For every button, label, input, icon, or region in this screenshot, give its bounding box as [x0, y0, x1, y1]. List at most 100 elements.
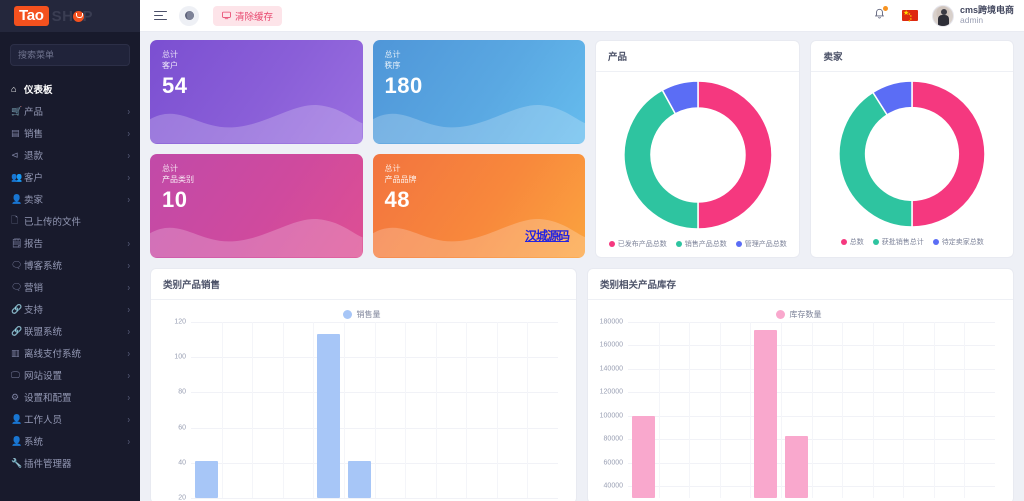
panel-title-category-sales: 类别产品销售	[151, 269, 576, 300]
bar[interactable]	[194, 461, 218, 498]
clear-cache-label: 清除缓存	[235, 11, 274, 23]
stat-card-label-top: 总计	[162, 164, 178, 173]
panel-category-sales: 类别产品销售 销售量 120 100 80 60 40 20	[150, 268, 577, 501]
user-menu[interactable]: cms跨境电商 admin	[931, 4, 1014, 27]
bar-chart-category-stock[interactable]: 180000 160000 140000 120000 100000 80000 60000…	[600, 319, 995, 498]
sidebar-item-8[interactable]: 🗨 博客系统 ›	[0, 254, 140, 276]
affiliate-icon: 🔗	[11, 325, 23, 336]
vertical-gridline	[780, 322, 782, 498]
legend-item[interactable]: 销售产品总数	[675, 239, 727, 249]
sidebar-item-10[interactable]: 🔗 支持 ›	[0, 298, 140, 320]
stat-card-label-sub: 产品类别	[162, 174, 194, 184]
clear-cache-button[interactable]: 清除缓存	[213, 5, 283, 26]
sidebar-item-label: 工作人员	[24, 415, 63, 426]
logo-circle-icon	[72, 10, 84, 22]
globe-icon[interactable]	[179, 5, 199, 26]
bar[interactable]	[347, 461, 371, 498]
legend-item[interactable]: 管理产品总数	[735, 239, 787, 249]
panel-title-category-stock: 类别相关产品库存	[588, 269, 1013, 300]
donut-slice-0[interactable]	[696, 80, 773, 230]
legend-item[interactable]: 待定卖家总数	[932, 237, 984, 247]
user-name: cms跨境电商	[959, 5, 1014, 16]
donut-chart-products[interactable]	[623, 80, 773, 232]
sidebar-item-14[interactable]: ⚙ 设置和配置 ›	[0, 386, 140, 408]
legend-sellers: 总数 获批销售总计 待定卖家总数	[840, 237, 984, 247]
sidebar: Tao SHP ⌂仪表板🛒产品›▤销售›⊲退款›👥客户›👤卖家›🗋已上传的文件🗒…	[0, 0, 140, 501]
sidebar-item-label: 营销	[24, 283, 44, 294]
sidebar-item-4[interactable]: 👥 客户 ›	[0, 166, 140, 188]
donut-slice-2[interactable]	[872, 80, 913, 116]
vertical-gridline	[343, 322, 345, 498]
sidebar-item-2[interactable]: ▤ 销售 ›	[0, 122, 140, 144]
sidebar-item-17[interactable]: 🔧 插件管理器	[0, 452, 140, 474]
legend-category-stock[interactable]: 库存数量	[594, 306, 1003, 322]
vertical-gridline	[435, 322, 437, 498]
chevron-right-icon: ›	[127, 127, 130, 139]
sidebar-item-label: 报告	[24, 239, 44, 250]
vertical-gridline	[496, 322, 498, 498]
category-stock-body: 库存数量 180000 160000 140000 120000 100000 80000…	[588, 300, 1013, 501]
stat-card-3[interactable]: 总计 产品品牌 48 汉城源码	[372, 154, 585, 258]
sidebar-item-label: 设置和配置	[24, 393, 72, 404]
legend-swatch-sales	[342, 309, 352, 319]
legend-category-sales[interactable]: 销售量	[157, 306, 566, 322]
bar[interactable]	[317, 334, 341, 498]
donut-slice-2[interactable]	[661, 80, 699, 115]
sidebar-item-3[interactable]: ⊲ 退款 ›	[0, 144, 140, 166]
stat-card-2[interactable]: 总计 产品类别 10	[150, 154, 363, 258]
bar[interactable]	[754, 330, 778, 498]
search-input[interactable]	[18, 50, 122, 60]
chevron-right-icon: ›	[127, 149, 130, 161]
sidebar-item-label: 插件管理器	[24, 459, 72, 470]
legend-label: 已发布产品总数	[617, 241, 667, 248]
customers-icon: 👥	[11, 171, 23, 182]
user-role: admin	[959, 14, 984, 25]
vertical-gridline	[933, 322, 935, 498]
legend-item[interactable]: 总数	[840, 237, 864, 247]
donut-slice-1[interactable]	[838, 91, 913, 228]
sidebar-item-9[interactable]: 🗨 营销 ›	[0, 276, 140, 298]
bar-chart-category-sales[interactable]: 120 100 80 60 40 20	[174, 319, 558, 501]
sidebar-item-7[interactable]: 🗒 报告 ›	[0, 232, 140, 254]
stat-card-1[interactable]: 总计 秩序 180	[372, 40, 585, 144]
vertical-gridline	[903, 322, 905, 498]
legend-item[interactable]: 获批销售总计	[872, 237, 924, 247]
legend-item[interactable]: 已发布产品总数	[608, 239, 667, 249]
sidebar-item-11[interactable]: 🔗 联盟系统 ›	[0, 320, 140, 342]
language-flag-icon[interactable]: ★ ★ ★ ★ ★	[901, 10, 918, 23]
vertical-gridline	[221, 322, 223, 498]
sidebar-item-6[interactable]: 🗋 已上传的文件	[0, 210, 140, 232]
sidebar-item-15[interactable]: 👤 工作人员 ›	[0, 408, 140, 430]
bar[interactable]	[631, 415, 655, 498]
stat-card-wave	[372, 219, 585, 258]
sidebar-item-13[interactable]: 🖵 网站设置 ›	[0, 364, 140, 386]
sidebar-item-5[interactable]: 👤 卖家 ›	[0, 188, 140, 210]
notifications-bell-icon[interactable]	[873, 5, 888, 24]
stat-card-0[interactable]: 总计 客户 54	[150, 40, 363, 144]
chevron-right-icon: ›	[127, 325, 130, 337]
sidebar-item-16[interactable]: 👤 系统 ›	[0, 430, 140, 452]
chevron-right-icon: ›	[127, 237, 130, 249]
donut-slice-1[interactable]	[623, 89, 699, 230]
sidebar-item-0[interactable]: ⌂ 仪表板	[0, 78, 140, 100]
legend-swatch	[675, 241, 682, 247]
sidebar-item-label: 支持	[24, 305, 44, 316]
sidebar-item-12[interactable]: ▥ 离线支付系统 ›	[0, 342, 140, 364]
stat-card-wave	[150, 105, 363, 144]
sidebar-search[interactable]	[10, 44, 130, 66]
sidebar-item-label: 博客系统	[24, 261, 63, 272]
gear-icon: ⚙	[11, 391, 20, 402]
home-icon: ⌂	[11, 84, 17, 94]
chevron-right-icon: ›	[127, 391, 130, 403]
menu-toggle-icon[interactable]	[154, 10, 167, 21]
y-axis-tick: 40	[178, 459, 186, 467]
legend-swatch	[932, 239, 939, 245]
website-settings-icon: 🖵	[11, 369, 20, 380]
donut-chart-sellers[interactable]	[838, 80, 986, 230]
vertical-gridline	[466, 322, 468, 498]
donut-slice-0[interactable]	[911, 80, 986, 228]
sidebar-item-1[interactable]: 🛒 产品 ›	[0, 100, 140, 122]
logo[interactable]: Tao SH P	[0, 0, 140, 32]
logo-shop-suffix: P	[82, 7, 94, 25]
bar[interactable]	[784, 435, 808, 498]
